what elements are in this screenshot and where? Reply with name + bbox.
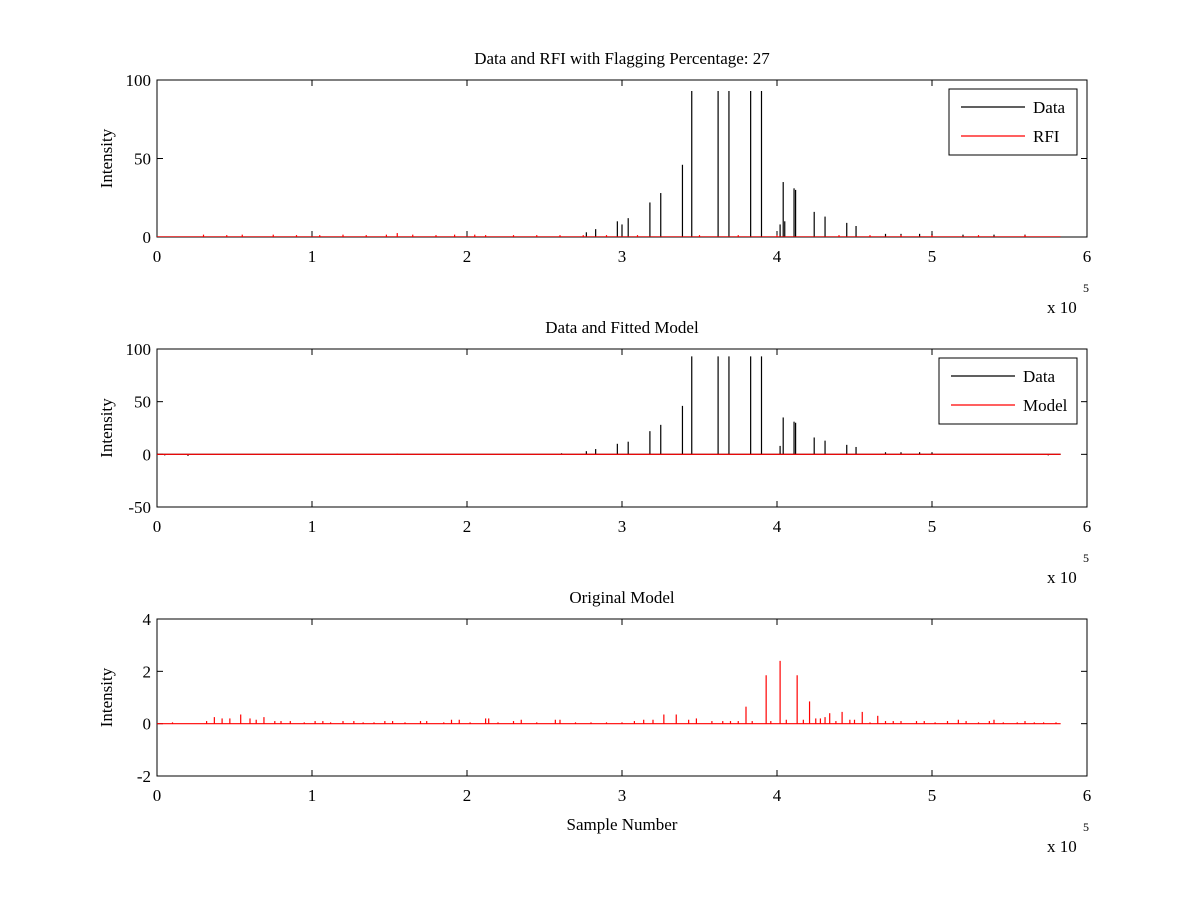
x-tick-label: 4 [773,786,782,805]
y-tick-label: 2 [143,662,152,681]
legend-label: Model [1023,396,1068,415]
x-axis-label: Sample Number [567,815,678,834]
x-tick-label: 5 [928,786,937,805]
legend: Data RFI [948,88,1078,156]
chart-title: Data and Fitted Model [545,318,699,337]
x-multiplier: x 10 [1047,298,1077,317]
x-multiplier-exponent: 5 [1083,551,1089,565]
x-tick-label: 6 [1083,786,1092,805]
x-tick-label: 1 [308,247,317,266]
x-tick-label: 3 [618,786,627,805]
x-tick-label: 6 [1083,247,1092,266]
x-tick-label: 3 [618,517,627,536]
y-tick-label: 100 [126,340,152,359]
x-tick-label: 6 [1083,517,1092,536]
chart-title: Original Model [569,588,675,607]
x-tick-label: 2 [463,517,472,536]
y-tick-label: 100 [126,71,152,90]
x-tick-label: 2 [463,786,472,805]
y-tick-label: 50 [134,393,151,412]
x-multiplier-exponent: 5 [1083,820,1089,834]
y-tick-label: 50 [134,150,151,169]
y-axis-label: Intensity [97,398,116,458]
series-model [157,660,1061,725]
series-data [157,90,1061,237]
x-tick-label: 1 [308,517,317,536]
x-tick-label: 5 [928,517,937,536]
x-multiplier-exponent: 5 [1083,281,1089,295]
legend: Data Model [938,357,1078,425]
y-tick-label: 4 [143,610,152,629]
x-tick-label: 0 [153,517,162,536]
series-rfi [157,233,1061,237]
y-tick-label: 0 [143,715,152,734]
x-tick-label: 1 [308,786,317,805]
chart-title: Data and RFI with Flagging Percentage: 2… [474,49,770,68]
y-tick-label: 0 [143,228,152,247]
x-tick-label: 0 [153,786,162,805]
x-multiplier: x 10 [1047,837,1077,856]
x-tick-label: 2 [463,247,472,266]
legend-box [938,357,1078,425]
x-tick-label: 0 [153,247,162,266]
legend-label: Data [1023,367,1056,386]
y-tick-label: -50 [128,498,151,517]
x-tick-label: 5 [928,247,937,266]
y-tick-label: -2 [137,767,151,786]
legend-label: Data [1033,98,1066,117]
y-axis-label: Intensity [97,667,116,727]
x-tick-label: 3 [618,247,627,266]
series-model [157,453,1061,456]
y-axis-label: Intensity [97,128,116,188]
panel-1: 0 1 2 3 4 5 6 0 50 100 Data and RFI with Flagging … [97,49,1091,317]
x-tick-label: 4 [773,247,782,266]
x-multiplier: x 10 [1047,568,1077,587]
legend-box [948,88,1078,156]
x-tick-label: 4 [773,517,782,536]
y-tick-label: 0 [143,445,152,464]
legend-label: RFI [1033,127,1060,146]
